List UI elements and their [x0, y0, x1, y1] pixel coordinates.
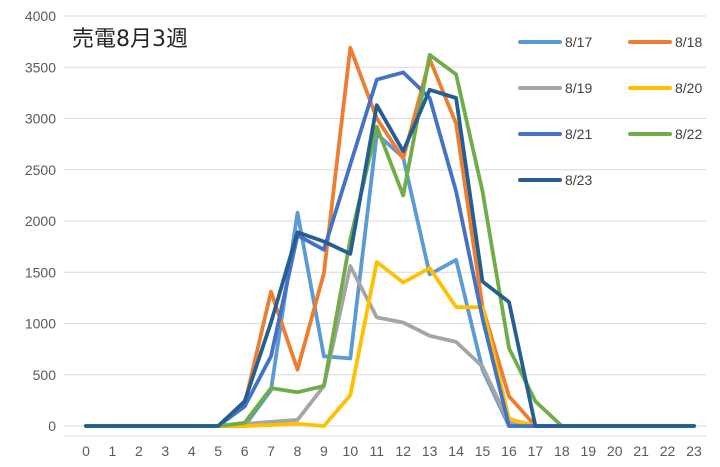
- legend-item: 8/17: [518, 34, 592, 50]
- series-line-8-19: [84, 264, 696, 428]
- x-tick-label: 8: [294, 443, 302, 459]
- chart-title: 売電8月3週: [72, 27, 188, 52]
- x-tick-label: 7: [267, 443, 275, 459]
- x-tick-label: 23: [686, 443, 702, 459]
- x-tick-label: 12: [395, 443, 411, 459]
- series-lines: [84, 45, 696, 428]
- x-tick-label: 18: [554, 443, 570, 459]
- x-tick-label: 1: [109, 443, 117, 459]
- x-tick-label: 19: [580, 443, 596, 459]
- legend-label: 8/17: [565, 34, 592, 50]
- y-tick-label: 1500: [25, 264, 56, 280]
- y-tick-label: 500: [33, 367, 57, 383]
- series-line-8-23: [84, 87, 696, 428]
- x-tick-label: 10: [343, 443, 359, 459]
- y-tick-label: 4000: [25, 8, 56, 24]
- x-tick-label: 9: [320, 443, 328, 459]
- legend-label: 8/23: [565, 172, 592, 188]
- x-tick-label: 21: [633, 443, 649, 459]
- x-tick-label: 13: [422, 443, 438, 459]
- y-tick-label: 0: [48, 418, 56, 434]
- legend-label: 8/18: [675, 34, 702, 50]
- legend-label: 8/20: [675, 80, 702, 96]
- x-tick-label: 17: [528, 443, 544, 459]
- legend-item: 8/18: [628, 34, 702, 50]
- legend-label: 8/21: [565, 126, 592, 142]
- series-line-8-22: [84, 53, 696, 428]
- x-tick-label: 20: [607, 443, 623, 459]
- x-tick-label: 15: [475, 443, 491, 459]
- series-line-8-18: [84, 45, 696, 428]
- y-tick-label: 2000: [25, 213, 56, 229]
- x-tick-label: 11: [370, 443, 385, 459]
- legend-item: 8/23: [518, 172, 592, 188]
- legend-label: 8/22: [675, 126, 702, 142]
- x-tick-label: 4: [188, 443, 196, 459]
- x-tick-label: 22: [660, 443, 676, 459]
- legend-item: 8/21: [518, 126, 592, 142]
- x-tick-label: 0: [82, 443, 90, 459]
- y-tick-label: 2500: [25, 162, 56, 178]
- x-tick-label: 14: [448, 443, 464, 459]
- x-tick-label: 3: [161, 443, 169, 459]
- legend-item: 8/20: [628, 80, 702, 96]
- series-line-8-17: [84, 131, 696, 428]
- y-tick-label: 3000: [25, 111, 56, 127]
- x-tick-label: 5: [214, 443, 222, 459]
- x-tick-label: 2: [135, 443, 143, 459]
- legend: 8/17 8/18 8/19 8/20 8/21 8/22 8/23: [518, 34, 702, 188]
- y-tick-label: 1000: [25, 316, 56, 332]
- legend-item: 8/19: [518, 80, 592, 96]
- legend-item: 8/22: [628, 126, 702, 142]
- x-tick-label: 16: [501, 443, 517, 459]
- x-tick-label: 6: [241, 443, 249, 459]
- gridlines: [64, 15, 706, 427]
- legend-label: 8/19: [565, 80, 592, 96]
- y-tick-label: 3500: [25, 59, 56, 75]
- series-line-8-20: [84, 260, 696, 428]
